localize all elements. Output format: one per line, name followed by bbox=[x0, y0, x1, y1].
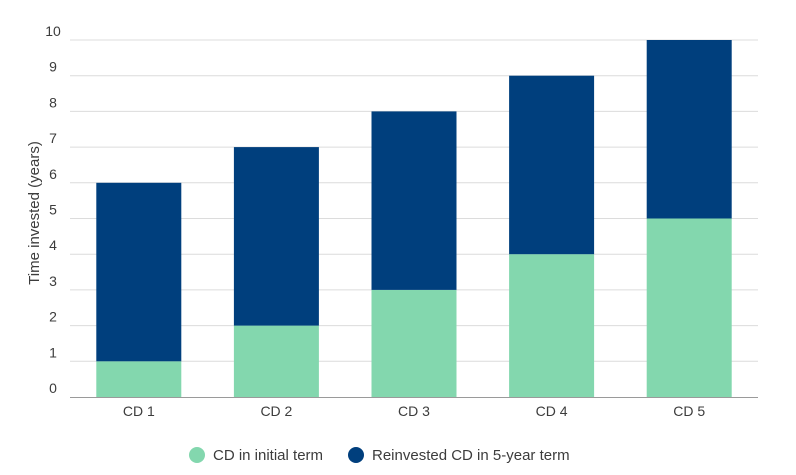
bar-segment-reinvested bbox=[96, 182, 182, 362]
bar-segment-reinvested bbox=[233, 147, 319, 326]
y-tick-label: 3 bbox=[49, 273, 57, 289]
y-tick-label: 4 bbox=[49, 237, 57, 253]
bar-segment-initial-term bbox=[646, 218, 732, 397]
bar-segment-initial-term bbox=[96, 361, 182, 397]
y-tick-label: 10 bbox=[45, 23, 61, 39]
legend-label: CD in initial term bbox=[213, 447, 323, 464]
bar-segment-initial-term bbox=[371, 289, 457, 397]
y-tick-label: 2 bbox=[49, 309, 57, 325]
bar-segment-reinvested bbox=[646, 40, 732, 219]
y-axis-tick-labels: 0 1 2 3 4 5 6 7 8 9 10 bbox=[45, 23, 61, 396]
bar-segment-reinvested bbox=[371, 111, 457, 290]
y-tick-label: 7 bbox=[49, 130, 57, 146]
bars bbox=[96, 40, 732, 397]
y-tick-label: 1 bbox=[49, 344, 57, 360]
bar-segment-reinvested bbox=[509, 75, 595, 255]
y-tick-label: 9 bbox=[49, 59, 57, 75]
y-tick-label: 5 bbox=[49, 202, 57, 218]
y-tick-label: 6 bbox=[49, 166, 57, 182]
legend-label: Reinvested CD in 5-year term bbox=[372, 447, 570, 464]
bar-segment-initial-term bbox=[509, 254, 595, 397]
x-tick-label: CD 4 bbox=[536, 403, 568, 419]
legend: CD in initial term Reinvested CD in 5-yea… bbox=[189, 447, 570, 464]
y-tick-label: 0 bbox=[49, 380, 57, 396]
legend-swatch bbox=[348, 447, 364, 463]
x-axis-tick-labels: CD 1 CD 2 CD 3 CD 4 CD 5 bbox=[123, 403, 706, 419]
x-tick-label: CD 1 bbox=[123, 403, 155, 419]
x-tick-label: CD 3 bbox=[398, 403, 430, 419]
legend-swatch bbox=[189, 447, 205, 463]
y-tick-label: 8 bbox=[49, 94, 57, 110]
x-tick-label: CD 5 bbox=[673, 403, 705, 419]
bar-segment-initial-term bbox=[233, 325, 319, 397]
x-tick-label: CD 2 bbox=[260, 403, 292, 419]
y-axis-title: Time invested (years) bbox=[26, 141, 43, 285]
